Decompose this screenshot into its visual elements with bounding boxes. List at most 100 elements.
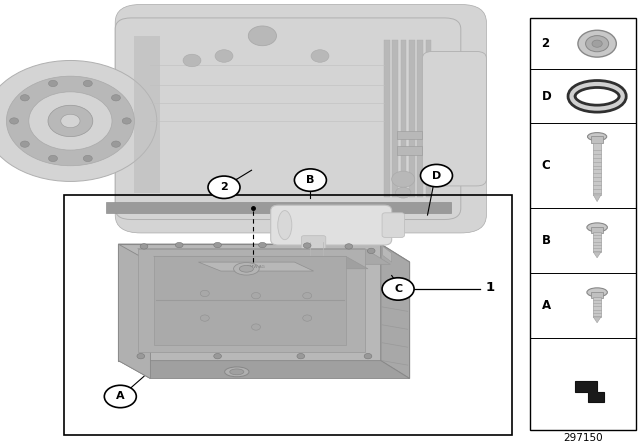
- Circle shape: [20, 141, 29, 147]
- Polygon shape: [575, 381, 604, 402]
- Circle shape: [10, 118, 19, 124]
- Polygon shape: [118, 244, 381, 361]
- Polygon shape: [118, 244, 150, 379]
- Circle shape: [122, 118, 131, 124]
- FancyBboxPatch shape: [382, 213, 404, 237]
- FancyBboxPatch shape: [115, 4, 486, 233]
- Polygon shape: [593, 195, 601, 202]
- Circle shape: [311, 50, 329, 62]
- Bar: [591, 227, 603, 233]
- Polygon shape: [118, 244, 410, 262]
- Ellipse shape: [278, 211, 292, 240]
- Text: 1: 1: [485, 281, 494, 294]
- Bar: [417, 40, 423, 197]
- Polygon shape: [134, 36, 160, 193]
- Circle shape: [20, 95, 29, 101]
- Ellipse shape: [588, 133, 607, 141]
- Text: A: A: [541, 299, 550, 312]
- Text: B: B: [306, 175, 315, 185]
- FancyBboxPatch shape: [271, 205, 392, 245]
- Circle shape: [252, 293, 260, 299]
- Polygon shape: [118, 361, 410, 379]
- FancyBboxPatch shape: [301, 236, 326, 266]
- Polygon shape: [154, 256, 346, 345]
- Ellipse shape: [230, 369, 244, 375]
- Circle shape: [297, 353, 305, 359]
- Bar: [401, 40, 406, 197]
- Ellipse shape: [234, 263, 259, 275]
- Bar: [64, 195, 512, 435]
- Circle shape: [367, 248, 375, 254]
- Ellipse shape: [587, 223, 607, 232]
- Circle shape: [364, 353, 372, 359]
- Circle shape: [200, 290, 209, 297]
- Circle shape: [48, 105, 93, 137]
- Circle shape: [183, 54, 201, 67]
- Circle shape: [83, 155, 92, 162]
- Bar: [392, 40, 398, 197]
- Circle shape: [111, 141, 120, 147]
- Polygon shape: [154, 256, 368, 269]
- Text: D: D: [541, 90, 551, 103]
- Circle shape: [215, 50, 233, 62]
- Text: A: A: [116, 392, 125, 401]
- Circle shape: [208, 176, 240, 198]
- Bar: [530, 18, 636, 430]
- Circle shape: [104, 385, 136, 408]
- Circle shape: [345, 244, 353, 249]
- Bar: [384, 40, 390, 197]
- FancyBboxPatch shape: [115, 18, 461, 220]
- Circle shape: [303, 293, 312, 299]
- Polygon shape: [381, 244, 410, 379]
- Polygon shape: [593, 252, 601, 258]
- Bar: [593, 297, 601, 317]
- Circle shape: [137, 353, 145, 359]
- Text: BMW AG: BMW AG: [247, 265, 265, 268]
- Circle shape: [392, 171, 415, 187]
- Text: B: B: [541, 234, 550, 247]
- Circle shape: [111, 95, 120, 101]
- Polygon shape: [383, 246, 392, 262]
- Circle shape: [259, 242, 266, 248]
- Circle shape: [214, 242, 221, 248]
- Text: 2: 2: [220, 182, 228, 192]
- Circle shape: [61, 114, 80, 128]
- Ellipse shape: [225, 367, 249, 377]
- Text: 297150: 297150: [563, 433, 602, 443]
- Polygon shape: [138, 249, 390, 264]
- Text: C: C: [541, 159, 550, 172]
- Circle shape: [6, 76, 134, 166]
- Circle shape: [214, 353, 221, 359]
- Circle shape: [578, 30, 616, 57]
- Bar: [397, 146, 422, 155]
- Circle shape: [49, 155, 58, 162]
- Bar: [593, 232, 601, 252]
- Circle shape: [303, 315, 312, 321]
- FancyBboxPatch shape: [51, 69, 163, 172]
- Polygon shape: [198, 262, 314, 271]
- Polygon shape: [593, 317, 601, 323]
- Circle shape: [175, 242, 183, 248]
- Polygon shape: [138, 249, 365, 352]
- Circle shape: [420, 164, 452, 187]
- Circle shape: [83, 80, 92, 86]
- Circle shape: [29, 92, 112, 150]
- Circle shape: [294, 169, 326, 191]
- Circle shape: [0, 60, 157, 181]
- Ellipse shape: [587, 288, 607, 297]
- Bar: [409, 40, 415, 197]
- Bar: [426, 40, 431, 197]
- Bar: [591, 136, 603, 143]
- Ellipse shape: [239, 265, 253, 272]
- Circle shape: [200, 315, 209, 321]
- Bar: [397, 131, 422, 139]
- Circle shape: [252, 324, 260, 330]
- Bar: [593, 143, 601, 195]
- Circle shape: [248, 26, 276, 46]
- Circle shape: [586, 35, 609, 52]
- Circle shape: [396, 187, 411, 198]
- Bar: [106, 202, 451, 213]
- FancyBboxPatch shape: [422, 52, 486, 186]
- Circle shape: [382, 278, 414, 300]
- Circle shape: [49, 80, 58, 86]
